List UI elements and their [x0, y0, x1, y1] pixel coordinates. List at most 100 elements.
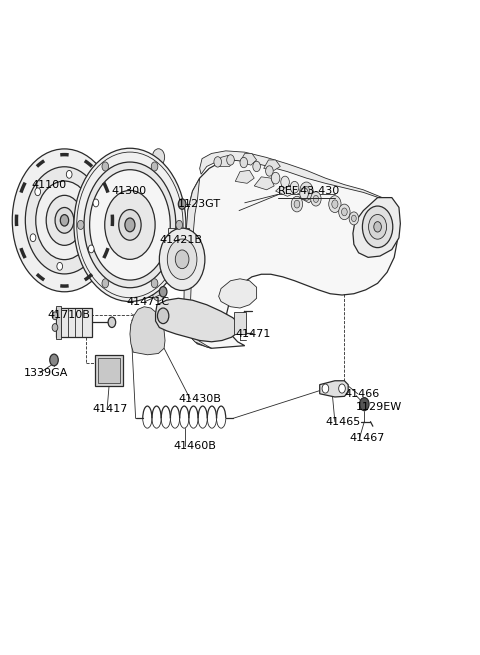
Circle shape [46, 195, 83, 246]
Text: 1129EW: 1129EW [356, 402, 403, 412]
Circle shape [300, 188, 308, 200]
Circle shape [77, 220, 84, 229]
Circle shape [102, 279, 108, 288]
Circle shape [152, 284, 165, 301]
Circle shape [102, 162, 108, 171]
Circle shape [360, 398, 369, 411]
Circle shape [294, 200, 300, 208]
Circle shape [369, 214, 386, 239]
Polygon shape [276, 185, 296, 196]
Circle shape [159, 228, 205, 290]
Polygon shape [353, 198, 400, 257]
Circle shape [105, 191, 155, 259]
Circle shape [90, 170, 170, 280]
Circle shape [93, 199, 99, 207]
Circle shape [240, 157, 248, 168]
Polygon shape [300, 190, 316, 203]
Text: 41471: 41471 [235, 329, 271, 339]
Circle shape [227, 155, 234, 165]
Circle shape [151, 279, 158, 288]
Circle shape [313, 195, 319, 202]
Circle shape [214, 157, 221, 167]
Polygon shape [254, 177, 274, 190]
Bar [96, 355, 123, 386]
Circle shape [30, 234, 36, 242]
Circle shape [253, 161, 261, 172]
Polygon shape [235, 170, 254, 183]
Polygon shape [216, 155, 234, 166]
Circle shape [351, 215, 356, 221]
Circle shape [35, 188, 41, 196]
Polygon shape [130, 307, 165, 355]
Circle shape [159, 287, 167, 297]
Polygon shape [156, 298, 240, 342]
Circle shape [291, 196, 302, 212]
Polygon shape [200, 151, 396, 217]
Circle shape [322, 384, 329, 393]
Circle shape [52, 324, 58, 331]
Circle shape [290, 181, 299, 193]
Polygon shape [184, 160, 397, 348]
Circle shape [300, 182, 313, 200]
Circle shape [342, 208, 347, 215]
Circle shape [339, 384, 345, 393]
Text: 1123GT: 1123GT [179, 199, 221, 209]
Polygon shape [264, 160, 280, 170]
Circle shape [271, 172, 280, 184]
Text: 41100: 41100 [31, 179, 66, 189]
Circle shape [152, 149, 165, 166]
Text: 41471C: 41471C [126, 297, 169, 307]
Circle shape [168, 239, 197, 280]
Circle shape [66, 170, 72, 178]
Text: 1339GA: 1339GA [24, 368, 69, 378]
Circle shape [25, 167, 104, 274]
Circle shape [303, 187, 310, 196]
Circle shape [362, 206, 393, 248]
Bar [234, 312, 246, 334]
Circle shape [374, 221, 382, 232]
Circle shape [108, 317, 116, 328]
Circle shape [332, 200, 338, 208]
Text: 41430B: 41430B [179, 394, 221, 404]
Circle shape [265, 166, 273, 176]
Circle shape [50, 354, 58, 365]
Circle shape [125, 218, 135, 232]
Circle shape [329, 196, 341, 213]
Text: 41466: 41466 [344, 389, 380, 399]
Circle shape [281, 176, 289, 188]
Text: 41467: 41467 [349, 433, 384, 443]
Polygon shape [56, 306, 61, 339]
Circle shape [119, 210, 141, 240]
Polygon shape [219, 279, 257, 308]
Text: 41300: 41300 [112, 186, 147, 196]
Circle shape [60, 215, 69, 226]
Circle shape [311, 192, 321, 206]
Circle shape [12, 149, 117, 291]
Text: REF.43-430: REF.43-430 [278, 186, 340, 196]
Text: 41465: 41465 [325, 417, 360, 426]
Polygon shape [184, 178, 212, 348]
Circle shape [36, 181, 93, 259]
Circle shape [84, 162, 176, 288]
Circle shape [179, 199, 186, 210]
Text: 41710B: 41710B [48, 310, 91, 320]
Bar [97, 358, 120, 383]
Circle shape [349, 212, 359, 225]
Circle shape [175, 250, 189, 269]
Circle shape [74, 148, 186, 301]
Circle shape [176, 220, 182, 229]
Circle shape [88, 245, 94, 253]
Text: 41421B: 41421B [159, 235, 203, 245]
Circle shape [67, 216, 79, 233]
Circle shape [339, 204, 350, 219]
Circle shape [55, 208, 74, 233]
Polygon shape [56, 308, 92, 337]
Polygon shape [168, 229, 189, 278]
Circle shape [157, 308, 169, 324]
Polygon shape [240, 153, 257, 165]
Text: 41417: 41417 [93, 403, 128, 414]
Circle shape [52, 312, 58, 320]
Circle shape [57, 263, 62, 271]
Text: 41460B: 41460B [174, 441, 216, 451]
Circle shape [151, 162, 158, 171]
